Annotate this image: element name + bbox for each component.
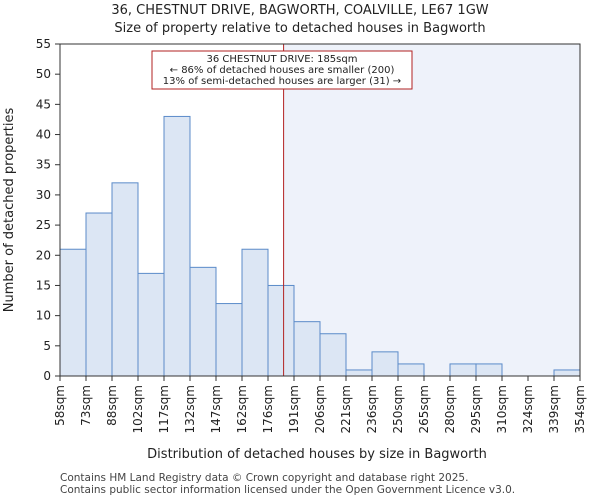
x-axis-ticks: 58sqm 73sqm 88sqm 102sqm 117sqm 132sqm 147sqm 1…: [53, 376, 587, 433]
bar-250sqm: [397, 363, 425, 377]
y-tick-label: 40: [36, 128, 51, 142]
x-tick-label: 206sqm: [313, 385, 327, 433]
y-tick-label: 55: [36, 37, 51, 51]
x-tick-label: 162sqm: [235, 385, 249, 433]
bar-88sqm: [111, 182, 139, 377]
bar-162sqm: [241, 248, 269, 377]
x-tick-label: 295sqm: [469, 385, 483, 433]
bar-206sqm: [319, 333, 347, 377]
x-tick-label: 236sqm: [365, 385, 379, 433]
bar-221sqm: [345, 369, 373, 377]
x-tick-label: 147sqm: [209, 385, 223, 433]
x-tick-label: 102sqm: [131, 385, 145, 433]
y-tick-label: 25: [36, 218, 51, 232]
x-tick-label: 354sqm: [573, 385, 587, 433]
bars-group: [59, 115, 581, 377]
bar-176sqm: [267, 284, 295, 377]
y-tick-label: 0: [43, 369, 51, 383]
bar-236sqm: [371, 351, 399, 377]
bar-280sqm: [449, 363, 477, 377]
y-tick-label: 20: [36, 248, 51, 262]
annotation-frame: [151, 50, 413, 90]
y-tick-label: 50: [36, 67, 51, 81]
x-tick-label: 250sqm: [391, 385, 405, 433]
bar-147sqm: [215, 303, 243, 377]
x-tick-label: 117sqm: [157, 385, 171, 433]
bar-102sqm: [137, 272, 165, 377]
bar-73sqm: [85, 212, 113, 377]
y-tick-label: 35: [36, 158, 51, 172]
bar-117sqm: [163, 115, 191, 377]
bar-132sqm: [189, 266, 217, 377]
x-tick-label: 280sqm: [443, 385, 457, 433]
annotation-line-1: 36 CHESTNUT DRIVE: 185sqm: [207, 54, 358, 65]
bar-191sqm: [293, 321, 321, 377]
y-axis-ticks: 0 5 10 15 20 25 30 35 40 45 50 55: [36, 37, 60, 383]
larger-region-highlight: [283, 44, 580, 376]
x-tick-label: 88sqm: [105, 385, 119, 426]
y-tick-label: 5: [43, 339, 51, 353]
chart-title: 36, CHESTNUT DRIVE, BAGWORTH, COALVILLE,…: [111, 3, 488, 18]
x-tick-label: 339sqm: [547, 385, 561, 433]
bar-339sqm: [553, 369, 581, 377]
x-tick-label: 73sqm: [79, 385, 93, 426]
x-tick-label: 265sqm: [417, 385, 431, 433]
bar-295sqm: [475, 363, 503, 377]
x-axis-label: Distribution of detached houses by size …: [147, 447, 487, 462]
x-tick-label: 132sqm: [183, 385, 197, 433]
y-tick-label: 45: [36, 97, 51, 111]
y-tick-label: 30: [36, 188, 51, 202]
x-tick-label: 191sqm: [287, 385, 301, 433]
annotation-line-3: 13% of semi-detached houses are larger (…: [163, 76, 401, 87]
annotation-line-2: ← 86% of detached houses are smaller (20…: [170, 65, 395, 76]
bar-58sqm: [59, 248, 87, 377]
x-tick-label: 310sqm: [495, 385, 509, 433]
chart-subtitle: Size of property relative to detached ho…: [114, 21, 485, 36]
y-tick-label: 10: [36, 309, 51, 323]
y-tick-label: 15: [36, 278, 51, 292]
footer-line-2: Contains public sector information licen…: [60, 484, 516, 496]
x-tick-label: 58sqm: [53, 385, 67, 426]
annotation-box: 36 CHESTNUT DRIVE: 185sqm ← 86% of detac…: [151, 50, 413, 90]
x-tick-label: 324sqm: [521, 385, 535, 433]
x-tick-label: 221sqm: [339, 385, 353, 433]
y-axis-label: Number of detached properties: [2, 108, 17, 313]
footer-line-1: Contains HM Land Registry data © Crown c…: [60, 472, 469, 484]
x-tick-label: 176sqm: [261, 385, 275, 433]
